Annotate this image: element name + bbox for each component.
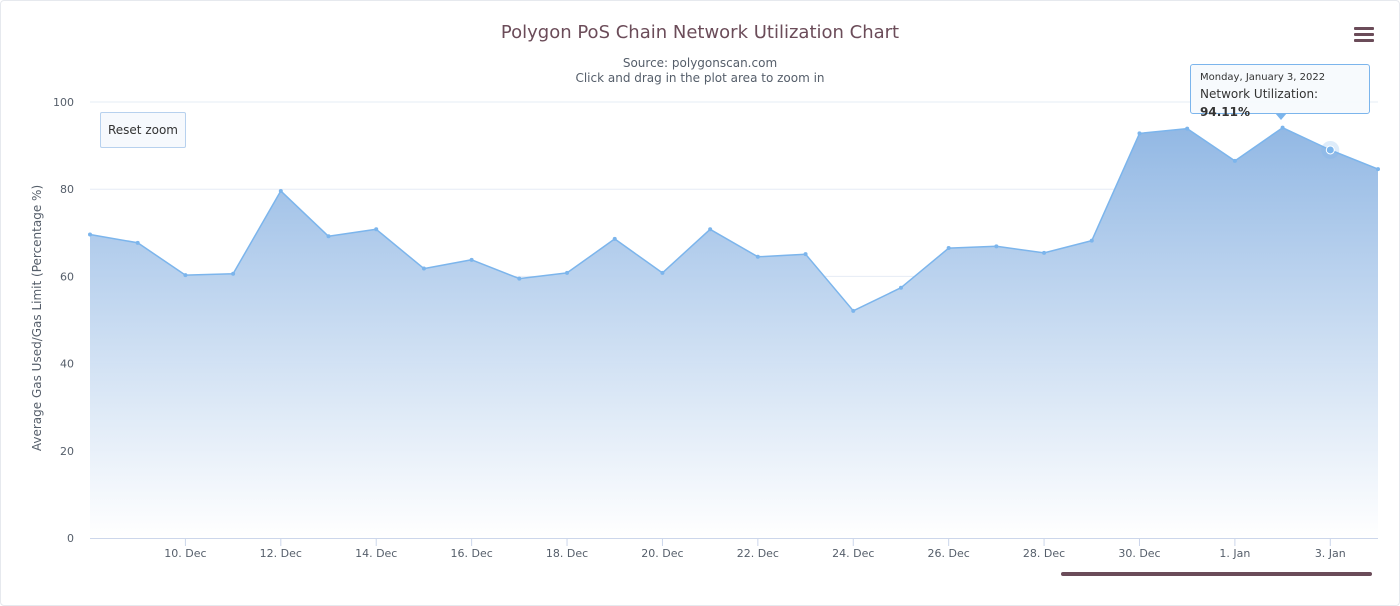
hamburger-menu-icon[interactable] bbox=[1354, 27, 1374, 43]
x-tick-label: 10. Dec bbox=[164, 547, 206, 560]
data-point[interactable] bbox=[183, 273, 188, 278]
tooltip: Monday, January 3, 2022 Network Utilizat… bbox=[1190, 64, 1370, 119]
x-tick-label: 26. Dec bbox=[928, 547, 970, 560]
data-point[interactable] bbox=[898, 285, 903, 290]
x-tick-label: 30. Dec bbox=[1118, 547, 1160, 560]
navigator-scrollbar[interactable] bbox=[1061, 572, 1372, 576]
data-point[interactable] bbox=[469, 257, 474, 262]
data-point[interactable] bbox=[88, 232, 92, 237]
data-point[interactable] bbox=[135, 240, 140, 245]
series-line bbox=[89, 126, 1379, 312]
y-tick-label: 100 bbox=[53, 96, 74, 109]
data-point[interactable] bbox=[946, 246, 951, 251]
data-point[interactable] bbox=[326, 234, 331, 239]
x-tick-label: 18. Dec bbox=[546, 547, 588, 560]
x-tick-label: 16. Dec bbox=[450, 547, 492, 560]
data-point[interactable] bbox=[421, 266, 426, 271]
x-tick-label: 24. Dec bbox=[832, 547, 874, 560]
source-text: Source: polygonscan.com bbox=[622, 56, 778, 70]
x-tick-label: 1. Jan bbox=[1219, 547, 1250, 560]
x-tick-label: 28. Dec bbox=[1023, 547, 1065, 560]
x-tick-label: 22. Dec bbox=[737, 547, 779, 560]
y-tick-label: 40 bbox=[60, 358, 74, 371]
y-tick-label: 20 bbox=[60, 445, 74, 458]
data-point[interactable] bbox=[708, 227, 713, 232]
data-point[interactable] bbox=[565, 270, 570, 275]
data-point[interactable] bbox=[755, 254, 760, 259]
data-point[interactable] bbox=[1325, 145, 1335, 155]
reset-zoom-button[interactable]: Reset zoom bbox=[100, 112, 186, 148]
tooltip-date: Monday, January 3, 2022 bbox=[1200, 72, 1326, 83]
data-point[interactable] bbox=[1280, 125, 1285, 130]
y-tick-label: 0 bbox=[67, 532, 74, 545]
x-tick-label: 12. Dec bbox=[260, 547, 302, 560]
data-point[interactable] bbox=[1089, 238, 1094, 243]
x-tick-label: 14. Dec bbox=[355, 547, 397, 560]
data-point[interactable] bbox=[851, 308, 856, 313]
data-point[interactable] bbox=[803, 252, 808, 257]
data-point[interactable] bbox=[612, 236, 617, 241]
chart-title: Polygon PoS Chain Network Utilization Ch… bbox=[500, 22, 900, 43]
data-point[interactable] bbox=[517, 276, 522, 281]
data-point[interactable] bbox=[1232, 158, 1237, 163]
tooltip-series-label: Network Utilization: bbox=[1200, 87, 1319, 101]
x-tick-label: 3. Jan bbox=[1315, 547, 1346, 560]
data-point[interactable] bbox=[1376, 167, 1380, 172]
zoom-hint: Click and drag in the plot area to zoom … bbox=[575, 71, 825, 85]
tooltip-value: 94.11% bbox=[1200, 105, 1250, 119]
data-point[interactable] bbox=[994, 244, 999, 249]
y-tick-label: 80 bbox=[60, 183, 74, 196]
data-point[interactable] bbox=[1042, 250, 1047, 255]
data-point[interactable] bbox=[1185, 126, 1190, 131]
data-point[interactable] bbox=[231, 271, 236, 276]
chart-subtitle: Source: polygonscan.com Click and drag i… bbox=[0, 56, 1400, 86]
x-tick-label: 20. Dec bbox=[641, 547, 683, 560]
data-point[interactable] bbox=[278, 188, 283, 193]
tooltip-arrow bbox=[1275, 113, 1287, 120]
data-point[interactable] bbox=[374, 227, 379, 232]
data-point[interactable] bbox=[1137, 131, 1142, 136]
data-point[interactable] bbox=[660, 270, 665, 275]
series-area bbox=[90, 127, 1378, 538]
y-tick-label: 60 bbox=[60, 270, 74, 283]
